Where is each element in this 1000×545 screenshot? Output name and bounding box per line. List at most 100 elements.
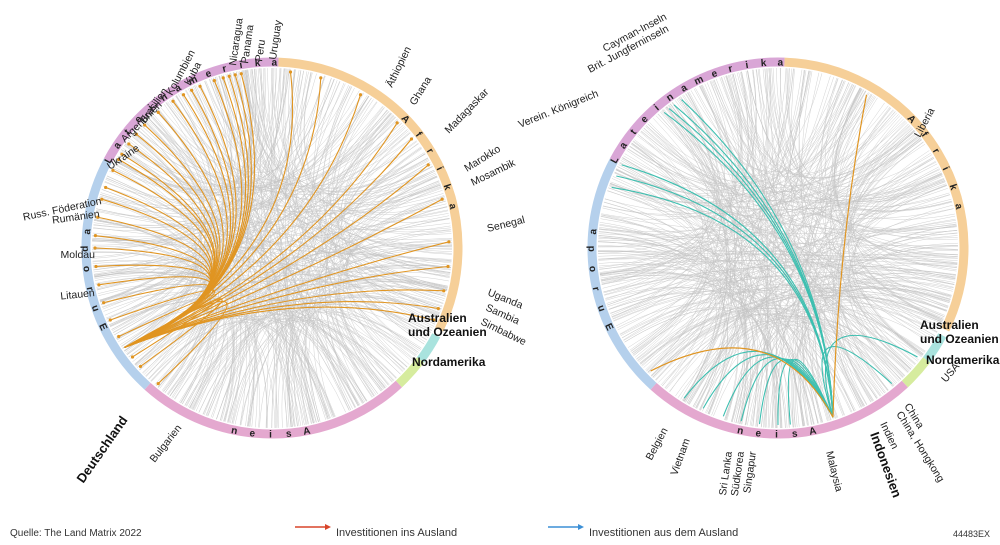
l-region-letter: p	[79, 246, 90, 255]
l-region-letter: s	[285, 428, 295, 440]
label-australien-right: Australien	[920, 318, 979, 332]
l-region-letter: i	[239, 59, 246, 71]
l-region-letter: A	[302, 425, 314, 438]
link-arrowhead	[190, 88, 194, 92]
r-region-letter: n	[736, 425, 747, 438]
link-arrowhead	[432, 318, 436, 322]
r-ring-lateinamerika	[609, 57, 785, 163]
label-panama: Panama	[239, 24, 256, 65]
link-arrowhead	[156, 381, 160, 386]
link-arrowhead	[171, 99, 175, 103]
outgoing-investment-link	[124, 71, 294, 349]
incoming-investment-link	[681, 99, 834, 418]
r-ring-europa	[587, 158, 657, 390]
outgoing-investment-link	[832, 94, 868, 418]
l-ring-afrika	[278, 57, 463, 332]
link-arrowhead	[120, 152, 124, 156]
l-region-letter: n	[230, 425, 241, 438]
link-arrowhead	[395, 121, 399, 125]
label-ghana: Ghana	[407, 74, 434, 107]
r-region-letter: r	[727, 63, 736, 75]
l-region-letter: i	[434, 165, 446, 175]
link-arrowhead	[212, 79, 216, 83]
r-ring-asien	[650, 380, 908, 439]
l-region-letter: f	[413, 130, 426, 142]
r-region-letter: i	[775, 430, 781, 441]
link-arrowhead	[117, 334, 121, 339]
link-arrowhead	[117, 157, 121, 162]
legend-out-arrow	[325, 524, 331, 530]
link-arrowhead	[130, 355, 135, 359]
label-und-ozeanien: und Ozeanien	[408, 325, 487, 339]
l-region-letter: k	[254, 58, 263, 70]
label-nordamerika-right: Nordamerika	[926, 353, 1000, 367]
r-region-letter: r	[590, 286, 602, 295]
l-ring-asien	[144, 380, 402, 439]
outgoing-investment-link	[124, 241, 450, 349]
outgoing-investment-link	[124, 138, 412, 349]
outgoing-investment-link	[124, 300, 228, 384]
label-indonesien: Indonesien	[867, 430, 905, 500]
link-arrowhead	[442, 289, 446, 293]
link-arrowhead	[156, 110, 160, 115]
incoming-investment-link	[821, 345, 893, 418]
link-arrowhead	[102, 301, 106, 305]
label-singapur: Singapur	[741, 450, 759, 494]
r-region-letter: a	[952, 203, 965, 214]
label-senegal: Senegal	[486, 214, 526, 235]
l-region-letter: a	[82, 225, 94, 235]
legend-in-arrow	[578, 524, 584, 530]
link-arrowhead	[319, 76, 323, 80]
r-region-letter: p	[585, 246, 596, 255]
link-arrowhead	[134, 132, 139, 136]
r-region-letter: r	[930, 147, 943, 159]
l-region-letter: e	[204, 67, 216, 80]
incoming-investment-link	[787, 358, 834, 425]
r-grey-link-bundle	[597, 67, 959, 429]
l-region-letter: u	[89, 304, 102, 316]
l-ring-australien	[416, 333, 441, 363]
r-region-letter: i	[745, 59, 752, 71]
link-arrowhead	[93, 246, 97, 250]
link-arrowhead	[94, 264, 98, 269]
r-region-letter: u	[595, 304, 608, 316]
l-region-letter: i	[146, 101, 158, 113]
outgoing-investment-link	[124, 122, 398, 349]
link-arrowhead	[100, 197, 104, 201]
l-region-letter: a	[271, 57, 280, 68]
right-region-ring	[587, 57, 969, 439]
link-arrowhead	[181, 93, 186, 97]
label-moldau: Moldau	[61, 249, 96, 261]
source-note: Quelle: The Land Matrix 2022	[10, 528, 142, 539]
right-grey-links	[597, 67, 959, 429]
link-arrowhead	[447, 240, 451, 244]
link-arrowhead	[111, 168, 115, 173]
r-region-letter: k	[760, 58, 769, 70]
legend-in-label: Investitionen aus dem Ausland	[589, 527, 739, 539]
outgoing-investment-link	[124, 94, 362, 349]
label-madagaskar: Madagaskar	[443, 86, 492, 136]
r-region-letter: e	[710, 67, 722, 80]
left-highlight-links	[93, 70, 451, 386]
incoming-investment-link	[758, 358, 834, 425]
l-region-letter: i	[269, 430, 275, 441]
link-arrowhead	[127, 142, 131, 146]
outgoing-investment-link	[650, 347, 834, 418]
incoming-investment-link	[824, 334, 918, 418]
r-region-letter: A	[808, 425, 820, 438]
l-grey-link-bundle	[91, 67, 453, 429]
l-region-letter: E	[96, 322, 110, 335]
link-arrowhead	[227, 74, 231, 78]
r-region-letter: e	[755, 428, 765, 440]
r-ring-nordamerika	[901, 357, 931, 388]
legend-out-label: Investitionen ins Ausland	[336, 527, 458, 539]
l-region-letter: o	[80, 265, 92, 275]
label-aethiopien: Äthiopien	[384, 45, 414, 90]
incoming-investment-link	[740, 358, 834, 422]
link-arrowhead	[288, 70, 293, 74]
link-arrowhead	[138, 364, 143, 369]
